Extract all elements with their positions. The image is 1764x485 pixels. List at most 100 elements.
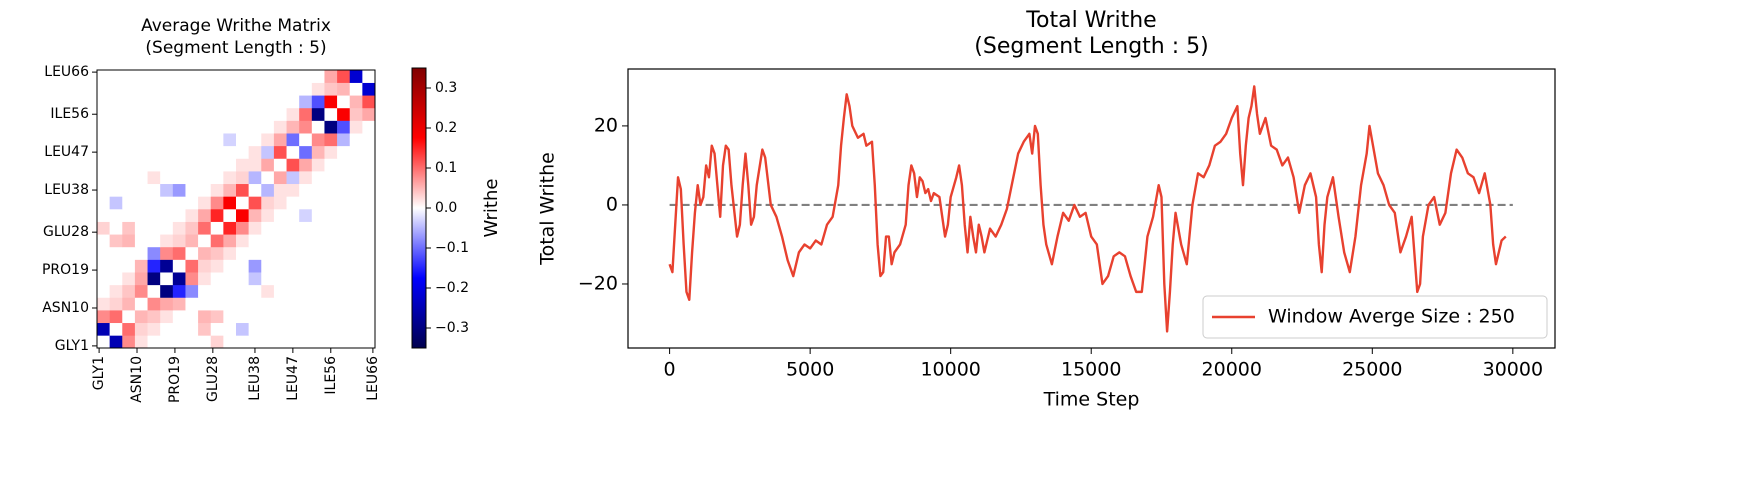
chart-title: Total Writhe xyxy=(1025,8,1156,33)
heatmap-cell xyxy=(362,70,376,83)
heatmap-cell xyxy=(97,158,110,172)
heatmap-cell xyxy=(172,335,186,349)
heatmap-cell xyxy=(198,284,212,298)
heatmap-cell xyxy=(349,133,363,147)
heatmap-cell xyxy=(324,171,338,185)
heatmap-cell xyxy=(311,183,325,197)
x-axis-label: Time Step xyxy=(1043,389,1140,411)
heatmap-cell xyxy=(134,82,148,96)
heatmap-cell xyxy=(286,133,300,147)
heatmap-cell xyxy=(311,196,325,210)
heatmap-cell xyxy=(337,107,351,121)
heatmap-cell xyxy=(349,335,363,349)
heatmap-cell xyxy=(160,158,174,172)
heatmap-cell xyxy=(160,95,174,109)
heatmap-cell xyxy=(337,196,351,210)
heatmap-cell xyxy=(97,221,110,235)
heatmap-cell xyxy=(160,259,174,273)
heatmap-cell xyxy=(172,82,186,96)
heatmap-cell xyxy=(248,310,262,324)
heatmap-cell xyxy=(122,246,136,260)
heatmap-cell xyxy=(109,310,123,324)
heatmap-cell xyxy=(261,297,275,311)
heatmap-cell xyxy=(97,335,110,349)
heatmap-cell xyxy=(147,284,161,298)
heatmap-cell xyxy=(223,209,237,222)
heatmap-cell xyxy=(337,209,351,222)
heatmap-cell xyxy=(248,95,262,109)
x-tick-label: ILE56 xyxy=(323,356,339,395)
heatmap-cell xyxy=(97,82,110,96)
heatmap-cell xyxy=(134,196,148,210)
heatmap-cell xyxy=(299,234,313,248)
heatmap-cell xyxy=(198,70,212,83)
heatmap-cell xyxy=(311,246,325,260)
heatmap-cell xyxy=(362,310,376,324)
heatmap-cell xyxy=(311,107,325,121)
heatmap-cell xyxy=(286,234,300,248)
heatmap-cell xyxy=(337,335,351,349)
heatmap-cell xyxy=(349,246,363,260)
heatmap-cell xyxy=(134,145,148,159)
heatmap-cell xyxy=(97,145,110,159)
heatmap-cell xyxy=(236,209,249,222)
heatmap-cell xyxy=(248,158,262,172)
heatmap-cell xyxy=(273,335,287,349)
heatmap-cell xyxy=(210,107,224,121)
heatmap-cell xyxy=(311,95,325,109)
heatmap-cell xyxy=(261,284,275,298)
heatmap-cell xyxy=(248,272,262,286)
heatmap-cell xyxy=(324,284,338,298)
x-tick-label: GLU28 xyxy=(205,356,221,402)
heatmap-cell xyxy=(311,284,325,298)
heatmap-cell xyxy=(299,107,313,121)
heatmap-cell xyxy=(122,95,136,109)
heatmap-cell xyxy=(273,196,287,210)
heatmap-cell xyxy=(185,120,199,134)
heatmap-cell xyxy=(261,145,275,159)
heatmap-cell xyxy=(134,209,148,222)
heatmap-cell xyxy=(236,196,249,210)
colorbar-tick-label: 0.1 xyxy=(435,160,457,176)
heatmap-cell xyxy=(147,209,161,222)
heatmap-cell xyxy=(122,335,136,349)
colorbar-tick-label: −0.1 xyxy=(435,240,469,256)
heatmap-cell xyxy=(185,335,199,349)
heatmap-cell xyxy=(273,70,287,83)
heatmap-cell xyxy=(286,209,300,222)
heatmap-cell xyxy=(236,158,249,172)
heatmap-cell xyxy=(311,322,325,336)
heatmap-cell xyxy=(210,158,224,172)
heatmap-cell xyxy=(236,259,249,273)
heatmap-cell xyxy=(160,107,174,121)
legend-box xyxy=(1202,295,1548,339)
heatmap-cell xyxy=(147,82,161,96)
heatmap-cell xyxy=(134,310,148,324)
heatmap-cell xyxy=(122,158,136,172)
heatmap-cell xyxy=(160,322,174,336)
heatmap-cell xyxy=(223,259,237,273)
heatmap-cell xyxy=(286,70,300,83)
heatmap-cell xyxy=(286,335,300,349)
heatmap-cell xyxy=(362,221,376,235)
heatmap-cell xyxy=(261,70,275,83)
heatmap-cell xyxy=(286,95,300,109)
heatmap-cell xyxy=(286,310,300,324)
heatmap-cell xyxy=(362,322,376,336)
heatmap-cell xyxy=(236,246,249,260)
legend-label: Window Averge Size : 250 xyxy=(1268,306,1515,328)
heatmap-cell xyxy=(172,107,186,121)
heatmap-cell xyxy=(109,133,123,147)
y-axis-label: Total Writhe xyxy=(537,152,559,266)
heatmap-cell xyxy=(299,272,313,286)
heatmap-cell xyxy=(261,133,275,147)
heatmap-cell xyxy=(198,158,212,172)
heatmap-cell xyxy=(109,284,123,298)
heatmap-cell xyxy=(261,246,275,260)
heatmap-cell xyxy=(236,145,249,159)
heatmap-cell xyxy=(210,70,224,83)
heatmap-cell xyxy=(286,284,300,298)
heatmap-cell xyxy=(337,259,351,273)
heatmap-cell xyxy=(172,297,186,311)
